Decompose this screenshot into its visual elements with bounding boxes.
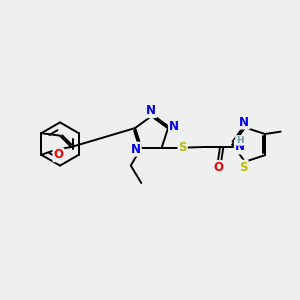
Text: O: O xyxy=(53,148,63,161)
Text: N: N xyxy=(169,120,179,133)
Text: S: S xyxy=(178,141,187,154)
Text: N: N xyxy=(146,104,156,117)
Text: S: S xyxy=(239,160,248,174)
Text: N: N xyxy=(239,116,249,129)
Text: N: N xyxy=(235,140,245,154)
Text: H: H xyxy=(236,136,244,145)
Text: O: O xyxy=(214,161,224,174)
Text: N: N xyxy=(131,142,141,156)
